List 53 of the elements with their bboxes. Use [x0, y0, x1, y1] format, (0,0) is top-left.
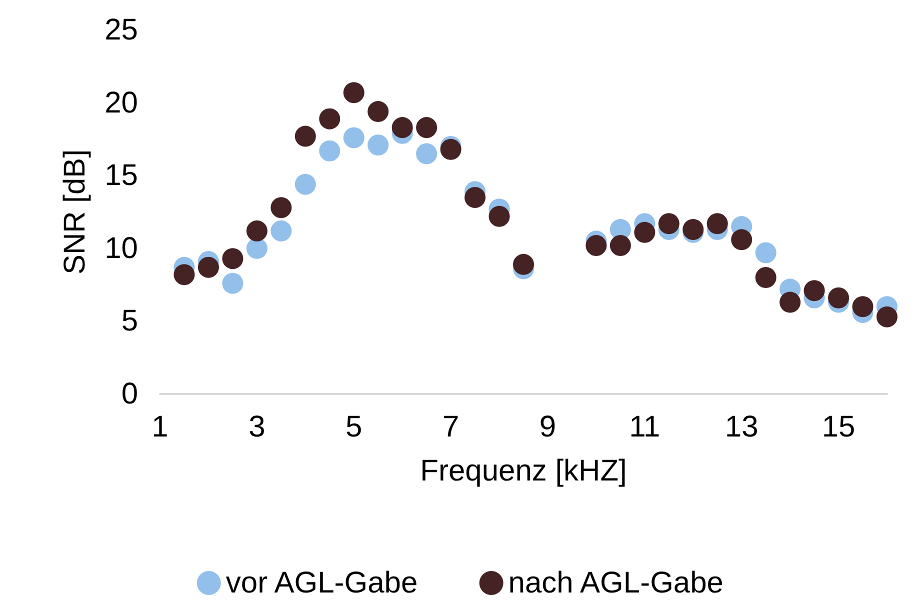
point	[368, 101, 389, 122]
point	[392, 117, 413, 138]
point	[270, 220, 292, 242]
point	[246, 220, 268, 242]
point	[343, 127, 364, 148]
point	[174, 264, 195, 286]
point	[246, 238, 268, 259]
legend-label: vor AGL-Gabe	[226, 566, 418, 600]
point	[222, 272, 244, 294]
point	[513, 254, 534, 275]
x-tick-label: 5	[346, 410, 362, 444]
y-axis-title: SNR [dB]	[58, 149, 92, 275]
point	[586, 234, 607, 256]
point	[804, 280, 825, 302]
x-tick-label: 15	[822, 410, 856, 444]
point	[828, 287, 850, 308]
point	[319, 108, 340, 130]
point	[416, 117, 438, 138]
point	[270, 197, 292, 218]
point	[488, 206, 510, 227]
y-tick-label: 15	[104, 159, 138, 192]
x-tick-label: 7	[442, 410, 460, 444]
point	[319, 140, 340, 162]
point	[658, 213, 680, 234]
point	[416, 143, 438, 164]
y-tick-label: 10	[104, 232, 138, 265]
x-tick-label: 9	[539, 410, 556, 444]
point	[294, 126, 316, 147]
y-tick-label: 20	[104, 86, 138, 120]
point	[368, 134, 389, 156]
point	[343, 82, 364, 104]
x-tick-label: 1	[152, 410, 168, 444]
point	[755, 242, 776, 264]
x-tick-label: 11	[629, 410, 660, 444]
point	[198, 256, 219, 278]
point	[731, 229, 752, 250]
point	[876, 306, 898, 328]
x-tick-label: 3	[248, 410, 266, 444]
point	[222, 248, 244, 270]
point	[852, 296, 874, 318]
x-axis-title: Frequenz [kHZ]	[420, 454, 627, 488]
point	[634, 222, 656, 243]
y-tick-label: 0	[121, 378, 138, 410]
point	[294, 174, 316, 195]
y-tick-label: 25	[104, 14, 138, 46]
legend-label: nach AGL-Gabe	[508, 566, 724, 600]
point	[610, 234, 631, 256]
x-tick-label: 13	[724, 410, 758, 444]
point	[464, 186, 486, 208]
y-tick-label: 5	[121, 304, 138, 338]
point	[780, 292, 801, 313]
point	[755, 267, 776, 288]
point	[706, 213, 728, 234]
